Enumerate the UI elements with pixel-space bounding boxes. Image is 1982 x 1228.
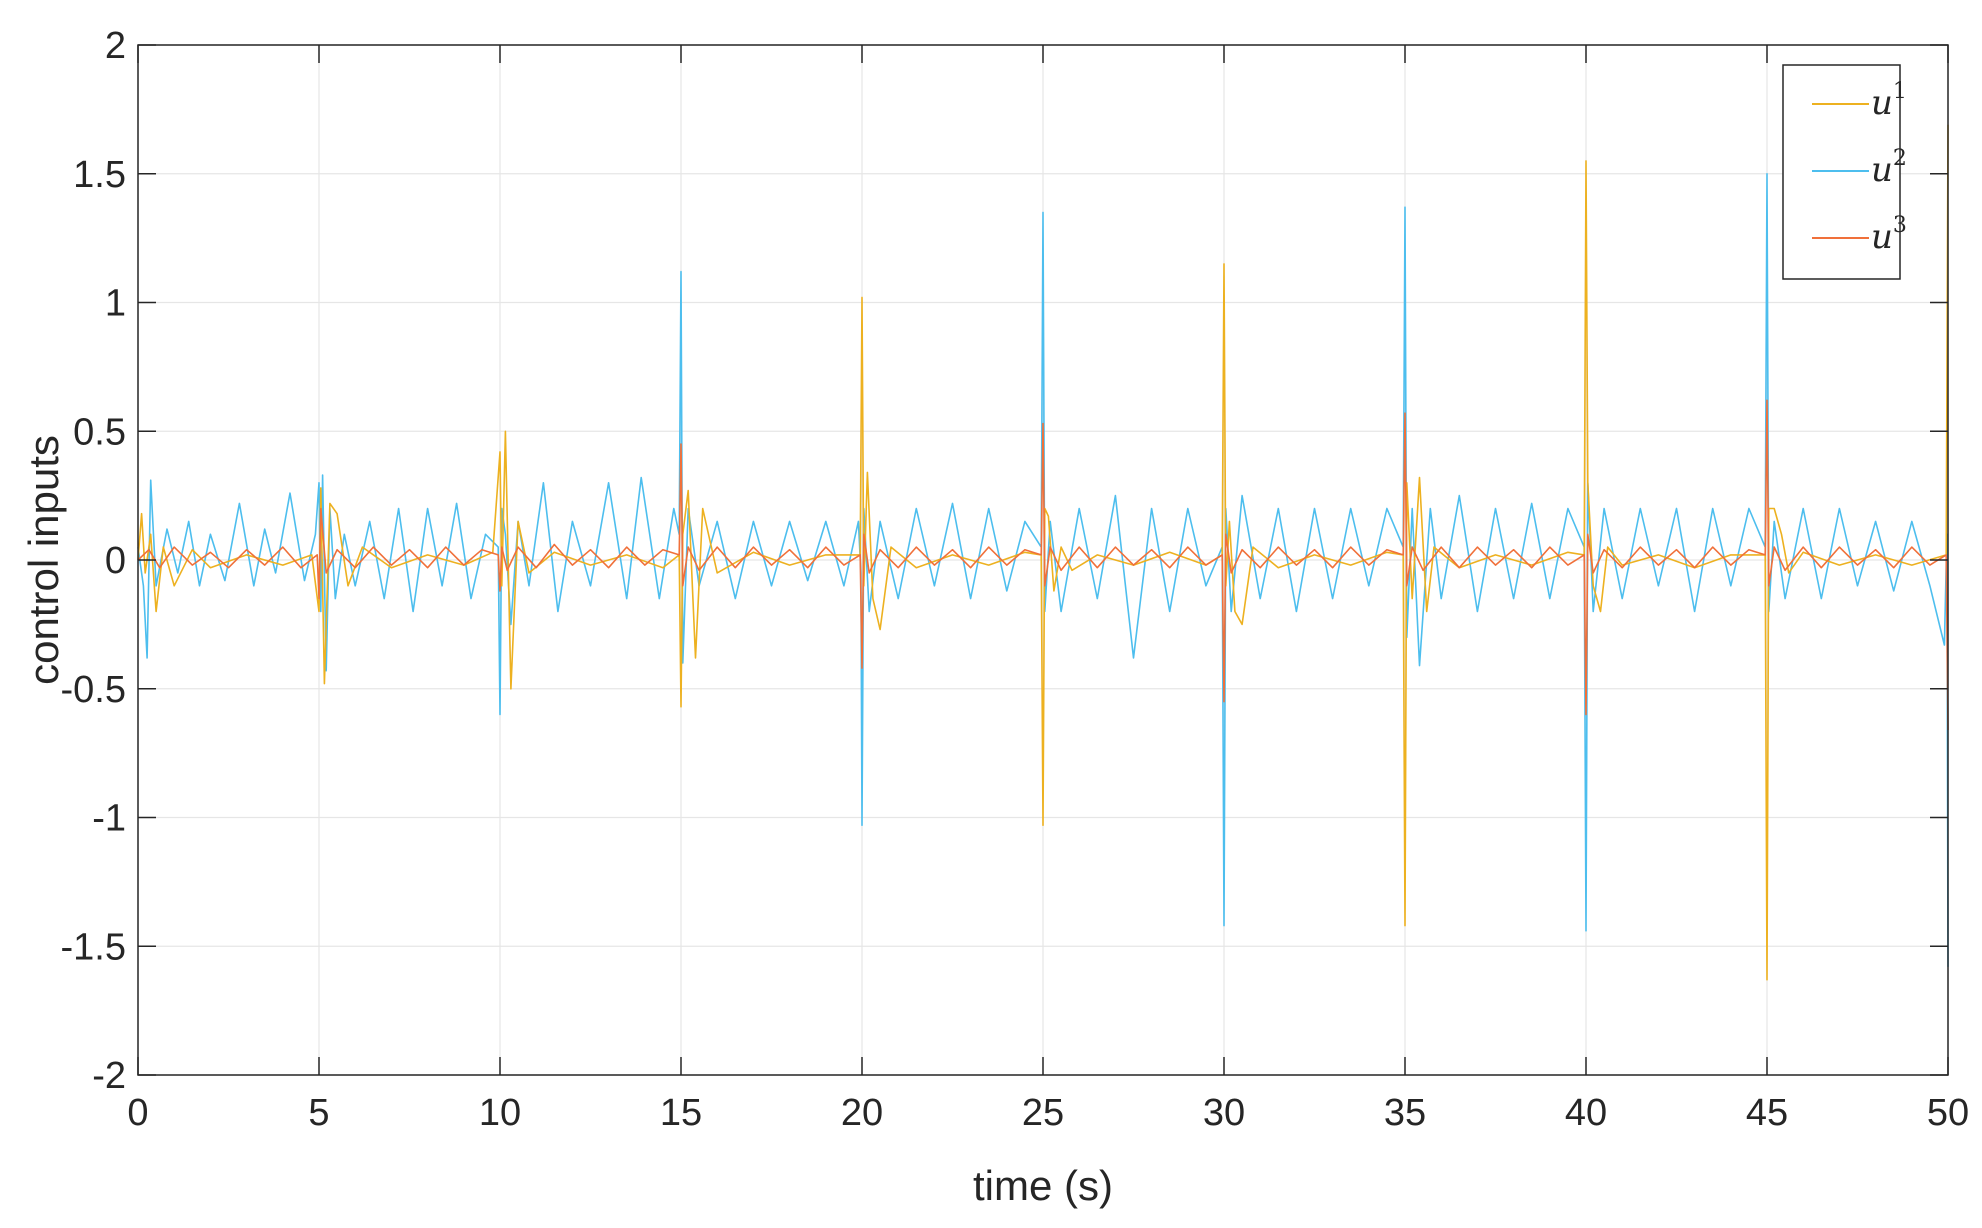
y-tick-label: 2 [105, 25, 126, 67]
x-tick-label: 5 [308, 1092, 329, 1134]
y-tick-label: -1.5 [61, 926, 126, 968]
ticks [137, 44, 1949, 1076]
legend-label: u [1871, 83, 1893, 123]
legend-entry-3: u3 [1871, 213, 1907, 257]
x-tick-label: 50 [1927, 1092, 1969, 1134]
x-tick-label: 35 [1384, 1092, 1426, 1134]
x-tick-label: 20 [841, 1092, 883, 1134]
tick-labels: 0 5 10 15 20 25 30 35 40 45 50 -2 -1.5 -1 -0.5 0 0.5 1 1.5… [61, 25, 1970, 1134]
y-tick-label: 0 [105, 540, 126, 582]
x-tick-label: 25 [1022, 1092, 1064, 1134]
x-tick-label: 45 [1746, 1092, 1788, 1134]
y-tick-label: -0.5 [61, 669, 126, 711]
series-layer [137, 124, 1949, 981]
series-line-3 [137, 399, 1949, 731]
legend-entry-2: u2 [1871, 146, 1907, 190]
x-axis-label: time (s) [973, 1162, 1113, 1209]
x-tick-label: 10 [479, 1092, 521, 1134]
x-tick-label: 40 [1565, 1092, 1607, 1134]
x-tick-label: 0 [127, 1092, 148, 1134]
y-tick-label: 1 [105, 283, 126, 325]
legend-label: u [1871, 217, 1893, 257]
y-tick-label: -2 [92, 1055, 126, 1097]
legend-entry-1: u1 [1871, 79, 1907, 123]
legend-superscript: 2 [1893, 146, 1907, 171]
x-tick-label: 15 [660, 1092, 702, 1134]
y-tick-label: 1.5 [73, 154, 126, 196]
legend-superscript: 3 [1893, 213, 1907, 238]
legend-label: u [1871, 150, 1893, 190]
legend-superscript: 1 [1893, 79, 1907, 104]
y-tick-label: 0.5 [73, 411, 126, 453]
y-tick-label: -1 [92, 798, 126, 840]
y-axis-label: control inputs [20, 435, 67, 685]
x-tick-label: 30 [1203, 1092, 1245, 1134]
series-line-2 [137, 173, 1949, 967]
